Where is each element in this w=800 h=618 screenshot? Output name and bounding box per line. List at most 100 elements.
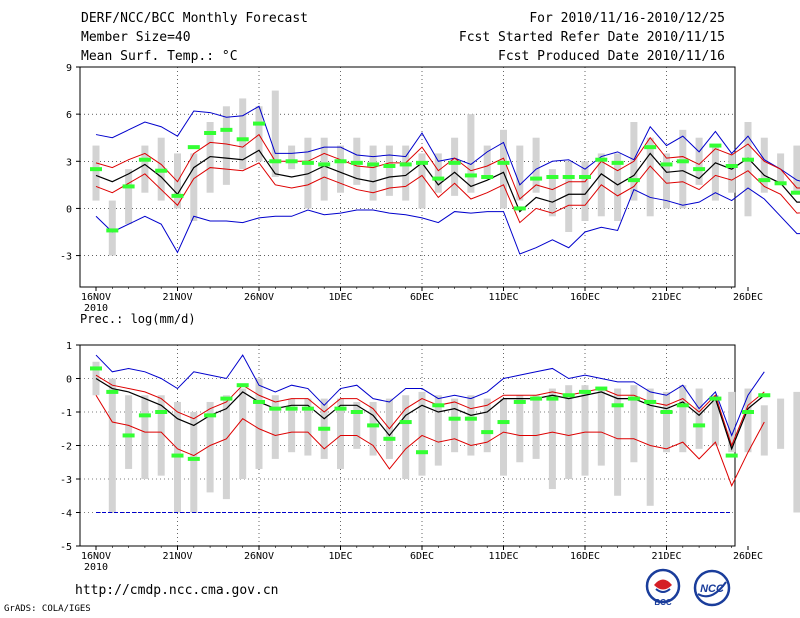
prec-median-mark [562, 393, 575, 398]
prec-median-mark [318, 426, 331, 431]
prec-panel-title: Prec.: log(mm/d) [80, 312, 196, 326]
temp-median-mark [432, 176, 445, 181]
temp-spread-box [125, 169, 133, 225]
prec-median-mark [253, 399, 265, 404]
prec-spread-box [793, 391, 800, 513]
prec-median-mark [220, 396, 233, 401]
temp-ytick-label: 0 [66, 204, 72, 215]
temp-median-mark [660, 162, 673, 167]
temp-ytick-label: -3 [60, 252, 72, 263]
prec-median-mark [676, 403, 689, 408]
prec-median-mark [693, 423, 706, 428]
prec-xsub-label: 2010 [84, 562, 108, 573]
temp-spread-box [271, 90, 279, 177]
temp-spread-low-line [95, 162, 800, 224]
prec-median-mark [122, 433, 135, 438]
prec-spread-box [239, 388, 247, 479]
temp-median-mark [269, 159, 282, 164]
temp-median-mark [383, 164, 396, 168]
temp-median-mark [448, 160, 461, 165]
prec-spread-box [630, 385, 638, 463]
temp-spread-box [760, 137, 768, 193]
temp-xsub-label: 2010 [84, 303, 108, 314]
temp-xtick-label: 16DEC [570, 292, 600, 303]
temp-median-mark [676, 159, 689, 164]
temp-median-mark [416, 160, 428, 165]
temp-median-mark [220, 127, 233, 132]
temp-median-mark [513, 206, 526, 211]
prec-spread-box [548, 388, 556, 490]
temp-spread-box [385, 145, 393, 196]
prec-median-mark [513, 399, 526, 404]
prec-xtick-label: 16DEC [570, 551, 600, 562]
temp-spread-box [565, 161, 573, 232]
temp-spread-high-line [95, 133, 800, 200]
temp-median-mark [579, 175, 591, 179]
temp-median-mark [285, 159, 298, 164]
temp-median-mark [253, 121, 265, 126]
prec-median-mark [595, 386, 608, 391]
prec-median-mark [579, 389, 591, 394]
temp-spread-box [516, 145, 524, 201]
temp-spread-box [663, 153, 670, 209]
prec-spread-box [483, 398, 491, 453]
prec-spread-box [304, 398, 312, 456]
prec-median-mark [236, 383, 249, 388]
prec-spread-box [679, 385, 687, 453]
temp-spread-box [304, 137, 312, 209]
temp-xtick-label: 21NOV [162, 292, 192, 303]
temp-median-mark [464, 173, 477, 178]
prec-median-mark [416, 450, 428, 455]
prec-max-line [95, 354, 765, 437]
prec-spread-box [337, 398, 344, 469]
temp-median-mark [627, 178, 640, 183]
prec-spread-box [206, 401, 214, 493]
temp-xtick-label: 16NOV [81, 292, 111, 303]
prec-spread-box [369, 401, 377, 456]
prec-median-mark [90, 366, 102, 371]
temp-median-mark [204, 131, 217, 135]
prec-ytick-label: -3 [60, 475, 72, 486]
temp-spread-box [255, 106, 263, 162]
temp-max-line [95, 105, 800, 186]
temp-spread-box [92, 145, 100, 201]
grads-credit: GrADS: COLA/IGES [4, 604, 91, 614]
prec-spread-box [467, 395, 475, 456]
prec-spread-box [271, 395, 279, 459]
prec-spread-box [581, 385, 589, 476]
temp-spread-box [222, 106, 230, 185]
temp-spread-box [141, 145, 149, 193]
temp-median-mark [301, 160, 314, 165]
prec-median-mark [155, 410, 168, 414]
temp-median-mark [187, 145, 200, 150]
temp-spread-box [728, 153, 736, 193]
source-url[interactable]: http://cmdp.ncc.cma.gov.cn [75, 583, 279, 598]
temp-xtick-label: 26DEC [733, 292, 763, 303]
temp-median-mark [106, 228, 119, 233]
prec-spread-box [451, 398, 459, 453]
temp-spread-box [500, 129, 507, 209]
prec-spread-low-line [95, 394, 765, 487]
temp-median-mark [497, 160, 510, 165]
prec-spread-box [125, 395, 133, 469]
prec-xtick-label: 21DEC [651, 551, 681, 562]
prec-spread-box [744, 388, 752, 453]
temp-median-mark [774, 181, 787, 186]
temp-spread-box [418, 153, 426, 209]
temp-spread-box [793, 145, 800, 193]
prec-median-mark [432, 403, 445, 408]
prec-median-mark [138, 413, 151, 418]
prec-median-mark [448, 416, 461, 421]
temp-median-mark [350, 160, 363, 165]
prec-median-mark [644, 399, 657, 404]
temp-min-line [95, 187, 800, 255]
temp-median-mark [595, 157, 608, 162]
prec-spread-box [255, 378, 263, 469]
prec-spread-box [500, 398, 507, 476]
temp-median-mark [644, 145, 657, 150]
prec-median-mark [285, 406, 298, 411]
prec-median-mark [627, 396, 640, 401]
temp-median-mark [562, 175, 575, 179]
forecast-start-date: Fcst Started Refer Date 2010/11/15 [458, 30, 725, 45]
temp-median-mark [236, 137, 249, 142]
